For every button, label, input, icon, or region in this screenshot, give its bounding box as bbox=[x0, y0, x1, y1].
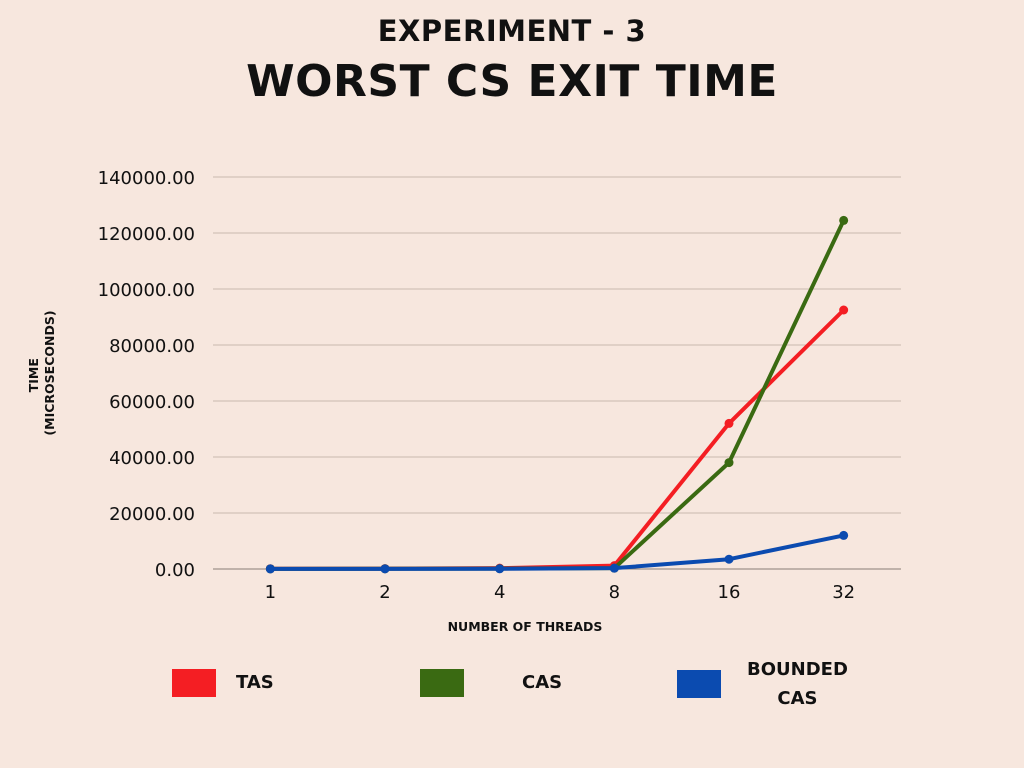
legend-swatch-cas bbox=[420, 668, 464, 697]
grid-layer bbox=[213, 176, 901, 570]
x-axis-title: NUMBER OF THREADS bbox=[448, 619, 603, 634]
legend-item-tas: TAS bbox=[172, 668, 274, 697]
y-tick-label-7: 140000.00 bbox=[98, 168, 195, 189]
chart-legend: TAS CAS BOUNDED CAS bbox=[0, 655, 1024, 715]
x-tick-label-4: 4 bbox=[494, 582, 505, 603]
chart-subtitle: EXPERIMENT - 3 bbox=[377, 14, 647, 48]
y-tick-label-6: 120000.00 bbox=[98, 224, 195, 245]
y-tick-label-0: 0.00 bbox=[155, 560, 195, 581]
legend-swatch-bounded-cas bbox=[677, 670, 721, 698]
x-tick-label-2: 2 bbox=[379, 582, 390, 603]
legend-label-cas: CAS bbox=[522, 672, 563, 693]
data-point-tas-32 bbox=[839, 305, 849, 315]
x-tick-labels: 1 2 4 8 16 32 bbox=[265, 582, 856, 603]
data-point-bounded-cas-8 bbox=[609, 563, 619, 573]
y-tick-label-1: 20000.00 bbox=[109, 504, 195, 525]
chart-title: WORST CS EXIT TIME bbox=[246, 56, 778, 107]
y-tick-label-3: 60000.00 bbox=[109, 392, 195, 413]
y-axis-title-line2: (MICROSECONDS) bbox=[42, 310, 57, 435]
data-point-bounded-cas-1 bbox=[265, 564, 275, 574]
data-point-cas-16 bbox=[724, 458, 734, 468]
legend-swatch-tas bbox=[172, 668, 216, 697]
data-point-bounded-cas-32 bbox=[839, 530, 849, 540]
data-point-bounded-cas-2 bbox=[380, 564, 390, 574]
y-axis-title: TIME (MICROSECONDS) bbox=[26, 310, 57, 435]
legend-label-bounded-cas: BOUNDED CAS bbox=[747, 659, 848, 709]
series-line-bounded-cas bbox=[268, 533, 846, 571]
series-line-tas bbox=[268, 308, 846, 571]
data-point-bounded-cas-16 bbox=[724, 554, 734, 564]
legend-item-cas: CAS bbox=[420, 668, 562, 697]
x-tick-label-1: 1 bbox=[265, 582, 276, 603]
x-tick-label-8: 8 bbox=[609, 582, 620, 603]
x-tick-label-16: 16 bbox=[718, 582, 741, 603]
y-tick-label-2: 40000.00 bbox=[109, 448, 195, 469]
legend-item-bounded-cas: BOUNDED CAS bbox=[677, 655, 848, 713]
y-tick-label-4: 80000.00 bbox=[109, 336, 195, 357]
data-point-bounded-cas-4 bbox=[495, 564, 505, 574]
data-point-cas-32 bbox=[839, 215, 849, 225]
y-tick-label-5: 100000.00 bbox=[98, 280, 195, 301]
y-axis-title-line1: TIME bbox=[26, 358, 41, 392]
x-tick-label-32: 32 bbox=[832, 582, 855, 603]
legend-label-tas: TAS bbox=[236, 672, 274, 693]
y-tick-labels: 0.00 20000.00 40000.00 60000.00 80000.00 1000… bbox=[98, 168, 195, 581]
series-layer bbox=[265, 215, 849, 574]
data-point-tas-16 bbox=[724, 418, 734, 428]
